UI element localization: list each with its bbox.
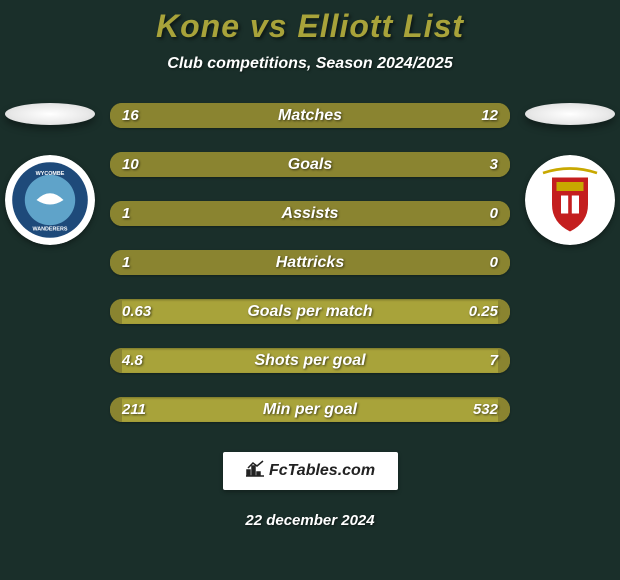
left-side: WYCOMBE WANDERERS [0,103,100,245]
stat-bars: 1612Matches103Goals10Assists10Hattricks0… [110,103,510,422]
stat-value-right: 532 [473,401,498,418]
svg-text:WANDERERS: WANDERERS [33,227,68,233]
stat-bar: 1 0 Assists [110,201,510,226]
right-ellipse [525,103,615,125]
bar-fill-left [110,348,122,373]
stat-value-right: 3 [490,156,498,173]
stat-bar: 0.63 0.25 Goals per match [110,299,510,324]
stat-value-left: 4.8 [122,352,143,369]
left-club-crest: WYCOMBE WANDERERS [5,155,95,245]
stat-value-left: 0.63 [122,303,151,320]
stat-value-left: 10 [122,156,139,173]
stat-bar: 16 12 Matches [110,103,510,128]
stat-bar: 4.8 7 Shots per goal [110,348,510,373]
stevenage-crest-svg [525,155,615,245]
left-ellipse [5,103,95,125]
stat-label: Goals per match [247,303,372,321]
stat-label: Matches [278,107,342,125]
bar-fill-left [110,152,418,177]
brand-text: FcTables.com [269,462,375,480]
stat-value-left: 1 [122,254,130,271]
stat-value-right: 12 [481,107,498,124]
stat-value-right: 7 [490,352,498,369]
stat-label: Assists [282,205,339,223]
content-row: WYCOMBE WANDERERS 1612Matches103Goals10A… [0,103,620,422]
right-club-crest [525,155,615,245]
subtitle: Club competitions, Season 2024/2025 [167,55,452,73]
stat-value-right: 0 [490,254,498,271]
stat-bar: 1 0 Hattricks [110,250,510,275]
stat-value-left: 1 [122,205,130,222]
stat-value-left: 211 [122,401,146,418]
stat-value-right: 0 [490,205,498,222]
bar-fill-right [498,348,510,373]
stat-bar: 211 532 Min per goal [110,397,510,422]
wycombe-crest-svg: WYCOMBE WANDERERS [5,155,95,245]
chart-icon [245,460,265,483]
bar-fill-left [110,299,122,324]
stat-value-left: 16 [122,107,139,124]
bar-fill-right [498,397,510,422]
bar-fill-right [498,299,510,324]
brand-badge[interactable]: FcTables.com [223,452,398,490]
date-text: 22 december 2024 [245,512,374,529]
stat-label: Shots per goal [254,352,365,370]
stat-bar: 10 3 Goals [110,152,510,177]
stat-label: Goals [288,156,332,174]
comparison-infographic: Kone vs Elliott List Club competitions, … [0,0,620,580]
bar-fill-left [110,397,122,422]
stat-label: Min per goal [263,401,357,419]
page-title: Kone vs Elliott List [156,8,464,45]
stat-value-right: 0.25 [469,303,498,320]
svg-text:WYCOMBE: WYCOMBE [36,171,65,177]
stat-label: Hattricks [276,254,344,272]
right-side [520,103,620,245]
